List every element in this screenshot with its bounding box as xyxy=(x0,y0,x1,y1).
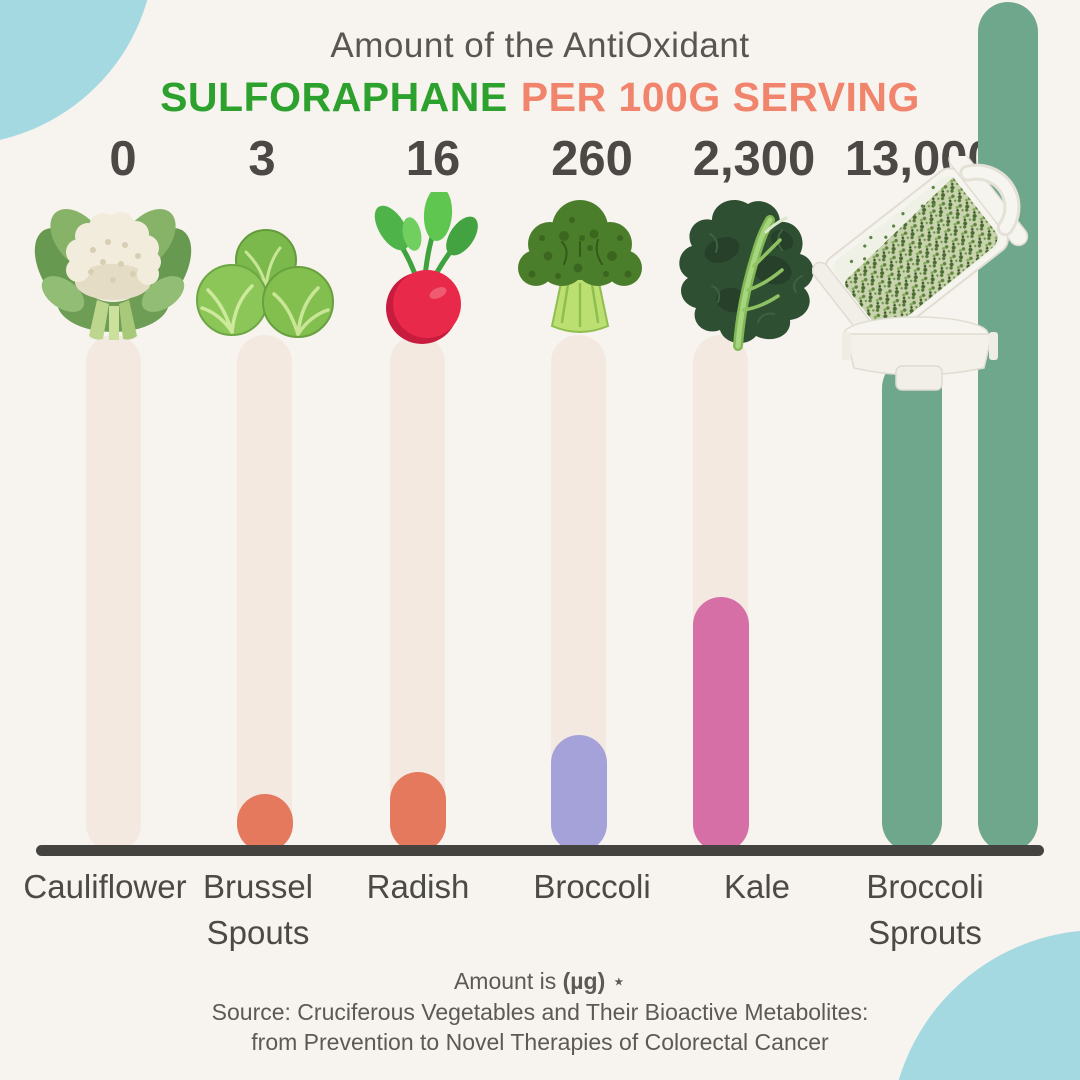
chart-title-line1: Amount of the AntiOxidant xyxy=(330,26,750,65)
title-sulforaphane: SULFORAPHANE xyxy=(160,74,508,120)
source-line-2: from Prevention to Novel Therapies of Co… xyxy=(251,1029,829,1055)
kale-icon xyxy=(679,199,814,351)
unit-micrograms: (µg) xyxy=(562,968,606,994)
value-radish: 16 xyxy=(405,132,461,186)
chart-title-line2: SULFORAPHANE PER 100G SERVING xyxy=(0,74,1080,121)
label-kale: Kale xyxy=(723,868,791,905)
x-axis-line xyxy=(36,845,1044,856)
cauliflower-icon xyxy=(34,209,192,340)
bar-kale xyxy=(693,597,749,852)
bar-track-radish xyxy=(390,335,445,852)
decor-circle-top-left xyxy=(0,0,155,145)
broccoli-icon xyxy=(518,200,642,333)
bar-broccoli-sprouts xyxy=(882,358,942,852)
brussel-sprouts-icon xyxy=(196,229,334,338)
value-broccoli: 260 xyxy=(551,132,633,186)
label-broccoli-sprouts: Broccoli Sprouts xyxy=(866,868,984,951)
star-mark: ⋆ xyxy=(605,968,627,994)
label-radish: Radish xyxy=(366,868,470,905)
title-per-100g: PER 100G SERVING xyxy=(520,74,920,120)
bar-radish xyxy=(390,772,446,852)
bar-broccoli-sprouts-overflow xyxy=(978,2,1038,852)
amount-note: Amount is (µg) ⋆ xyxy=(453,968,627,994)
label-cauliflower: Cauliflower xyxy=(23,868,187,905)
value-kale: 2,300 xyxy=(692,132,816,186)
value-brussel-spouts: 3 xyxy=(248,132,276,186)
broccoli-sprouts-jar-icon xyxy=(812,156,1029,391)
value-cauliflower: 0 xyxy=(109,132,137,186)
source-line-1: Source: Cruciferous Vegetables and Their… xyxy=(211,999,869,1025)
radish-icon xyxy=(374,192,478,344)
bar-broccoli xyxy=(551,735,607,852)
label-broccoli: Broccoli xyxy=(533,868,651,905)
label-brussel-spouts: Brussel Spouts xyxy=(202,868,314,951)
bar-brussel-spouts xyxy=(237,794,293,852)
bar-track-cauliflower xyxy=(86,335,141,852)
bar-track-brussel-spouts xyxy=(237,335,292,852)
